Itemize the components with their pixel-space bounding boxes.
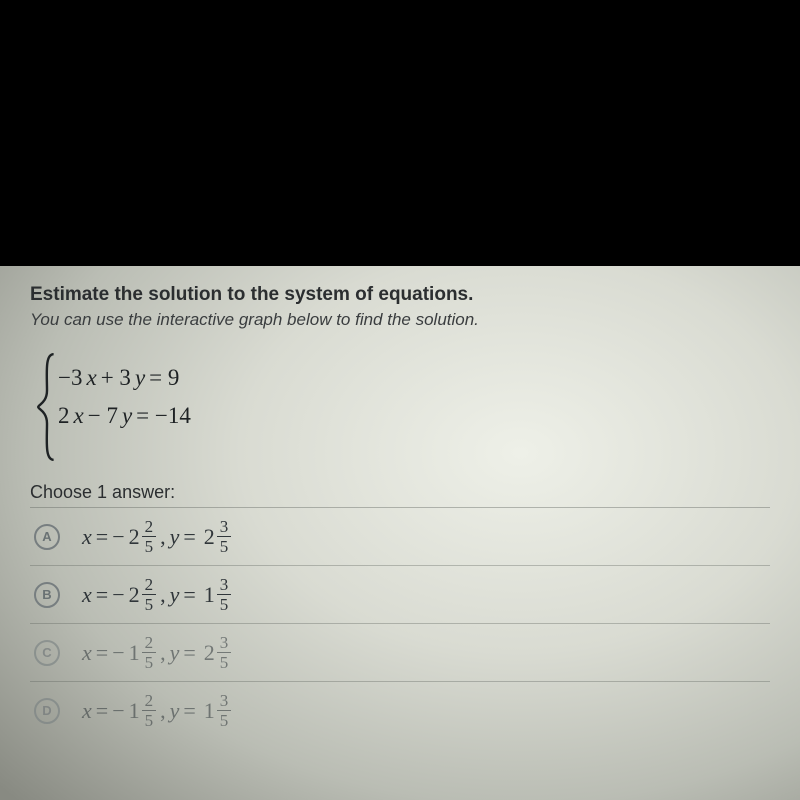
left-brace-icon — [36, 352, 58, 462]
option-letter: D — [34, 698, 60, 724]
equation-system: −3x+ 3y= 9 2x− 7y= −14 — [36, 352, 770, 462]
option-letter: B — [34, 582, 60, 608]
prompt-subtitle: You can use the interactive graph below … — [30, 310, 770, 330]
option-math: x= − 125 ,y= 235 — [82, 634, 231, 671]
question-panel: Estimate the solution to the system of e… — [0, 266, 800, 800]
choose-label: Choose 1 answer: — [30, 482, 770, 503]
option-b[interactable]: B x= − 225 ,y= 135 — [30, 566, 770, 624]
option-d[interactable]: D x= − 125 ,y= 135 — [30, 682, 770, 739]
equation-2: 2x− 7y= −14 — [58, 400, 191, 432]
option-letter: A — [34, 524, 60, 550]
option-math: x= − 125 ,y= 135 — [82, 692, 231, 729]
option-math: x= − 225 ,y= 135 — [82, 576, 231, 613]
prompt-title: Estimate the solution to the system of e… — [30, 284, 770, 306]
equations: −3x+ 3y= 9 2x− 7y= −14 — [58, 352, 191, 462]
option-letter: C — [34, 640, 60, 666]
options-list: A x= − 225 ,y= 235 B x= − 225 ,y= 135 C — [30, 507, 770, 739]
option-math: x= − 225 ,y= 235 — [82, 518, 231, 555]
option-c[interactable]: C x= − 125 ,y= 235 — [30, 624, 770, 682]
equation-1: −3x+ 3y= 9 — [58, 362, 191, 394]
option-a[interactable]: A x= − 225 ,y= 235 — [30, 508, 770, 566]
